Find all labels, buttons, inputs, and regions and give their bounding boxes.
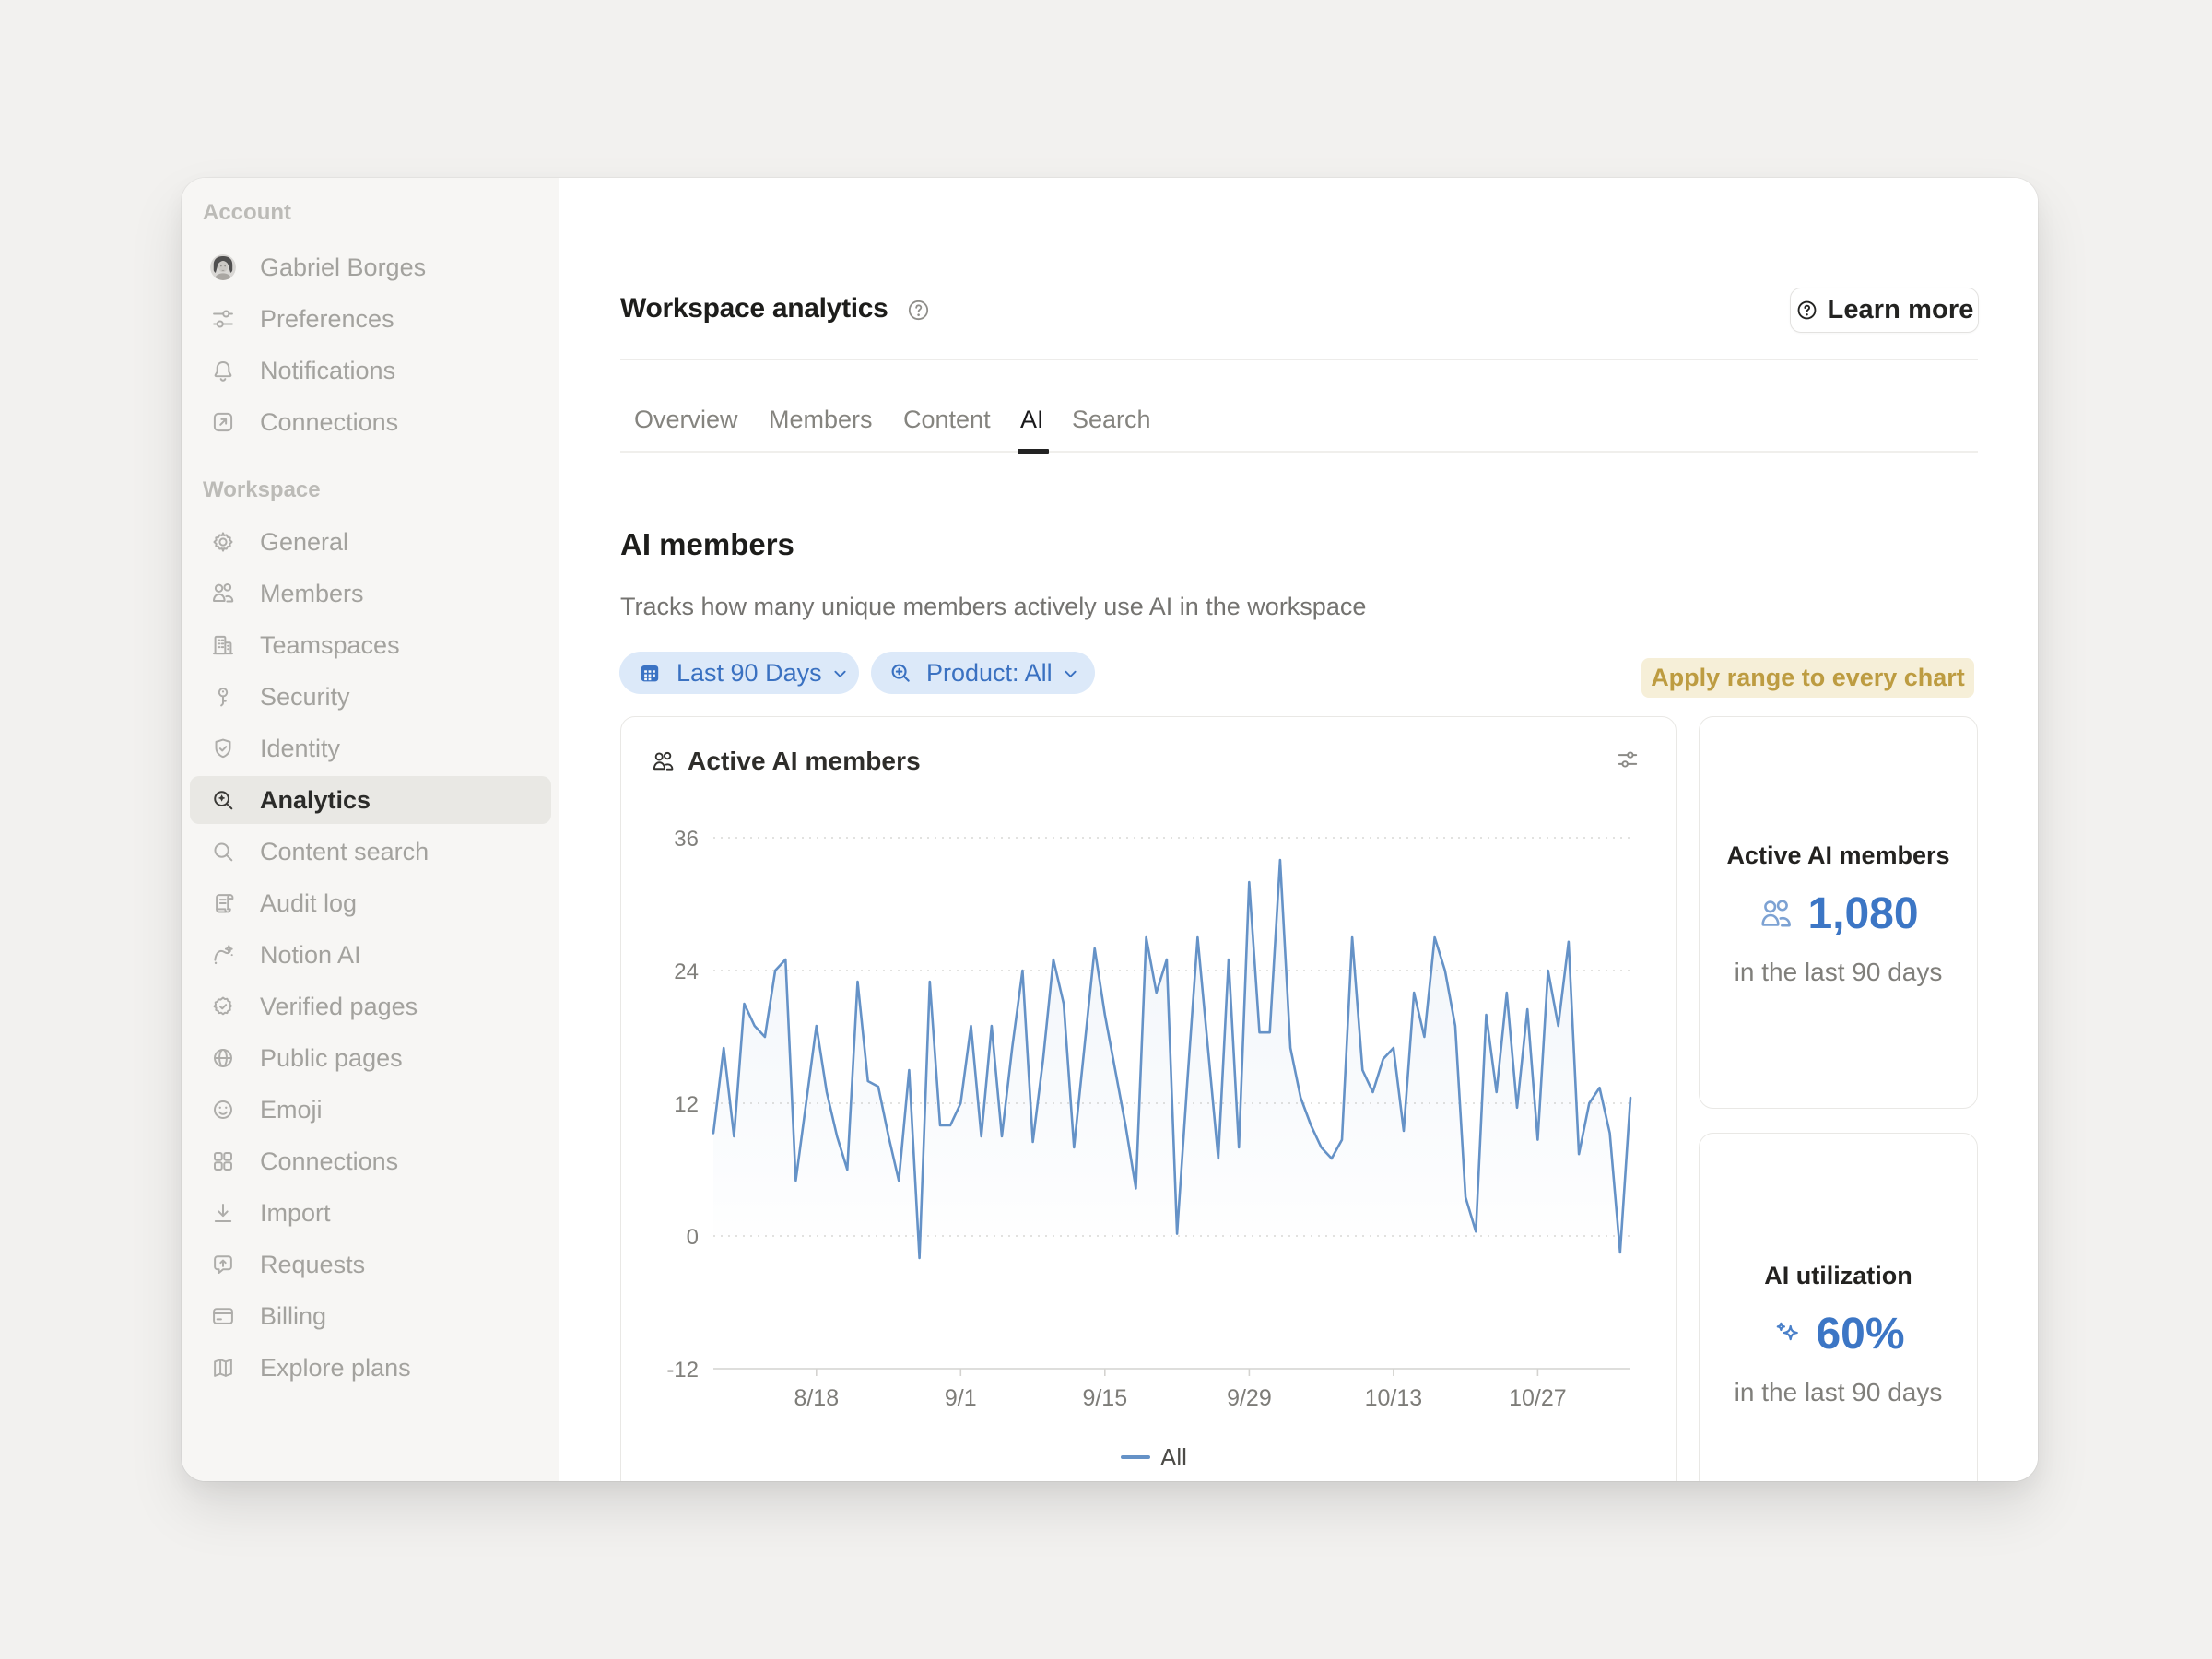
svg-text:9/1: 9/1 [945,1385,977,1411]
svg-text:12: 12 [674,1092,699,1117]
svg-text:All: All [1160,1443,1187,1471]
svg-text:8/18: 8/18 [794,1385,839,1411]
svg-text:10/13: 10/13 [1365,1385,1423,1411]
svg-text:9/15: 9/15 [1082,1385,1127,1411]
svg-text:10/27: 10/27 [1509,1385,1567,1411]
svg-text:-12: -12 [666,1358,699,1382]
svg-text:0: 0 [687,1225,699,1250]
svg-text:36: 36 [674,827,699,852]
svg-text:24: 24 [674,959,699,984]
svg-text:9/29: 9/29 [1227,1385,1272,1411]
